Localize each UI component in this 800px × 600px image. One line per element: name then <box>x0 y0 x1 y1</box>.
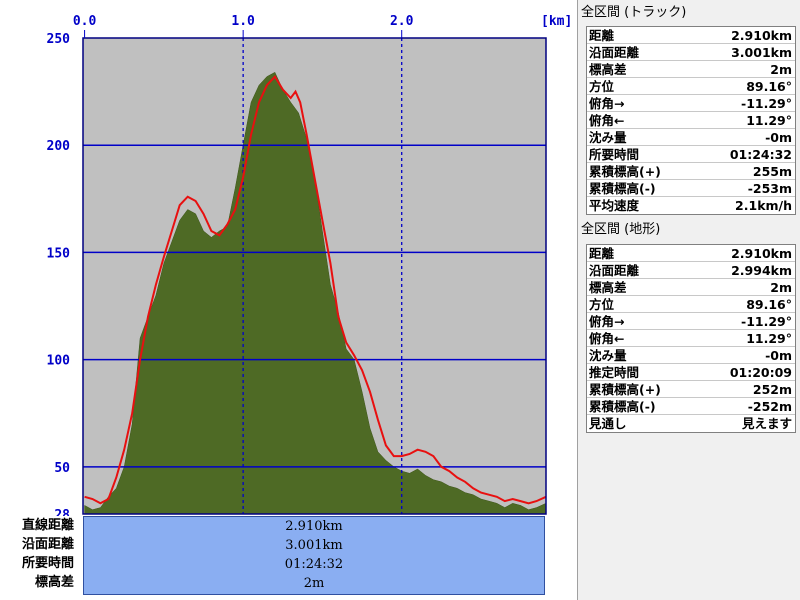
y-tick-label: 250 <box>47 32 71 47</box>
y-axis-ticks: 250 200 150 100 50 28 <box>47 32 71 516</box>
elevation-profile-chart: 250 200 150 100 50 28 0.0 1.0 2.0 [km] <box>46 14 573 516</box>
track-row-cumulative-loss: 累積標高(-) -253m <box>587 180 795 197</box>
track-row-elevation-diff: 標高差 2m <box>587 61 795 78</box>
y-tick-label: 150 <box>47 246 71 261</box>
track-row-distance: 距離 2.910km <box>587 27 795 44</box>
track-panel-title: 全区間 (トラック) <box>581 4 687 22</box>
track-stats-table: 距離 2.910km 沿面距離 3.001km 標高差 2m 方位 89.16° 俯角→… <box>586 26 796 215</box>
track-line <box>84 74 547 505</box>
terrain-row-line-of-sight: 見通し 見えます <box>589 416 792 431</box>
summary-value-surface-distance: 3.001km <box>285 538 343 553</box>
summary-label-elevation-diff: 標高差 <box>34 575 74 590</box>
summary-label-elapsed-time: 所要時間 <box>21 556 74 571</box>
plot-frame <box>82 37 547 515</box>
terrain-stats-table: 距離 2.910km 沿面距離 2.994km 標高差 2m 方位 89.16° 俯角→… <box>586 244 796 433</box>
terrain-row-surface-distance: 沿面距離 2.994km <box>587 262 795 279</box>
summary-value-straight-distance: 2.910km <box>285 519 343 534</box>
y-tick-label: 50 <box>54 461 70 476</box>
summary-box: 2.910km 3.001km 01:24:32 2m <box>83 516 545 595</box>
terrain-row-depression-backward: 俯角← 11.29° <box>587 330 795 347</box>
y-tick-label: 100 <box>47 354 71 369</box>
terrain-row-cumulative-loss: 累積標高(-) -252m <box>587 398 795 415</box>
x-tick-label: 1.0 <box>231 14 255 29</box>
terrain-row-distance: 距離 2.910km <box>587 245 795 262</box>
grid-lines <box>83 38 546 514</box>
x-axis-ticks: 0.0 1.0 2.0 <box>73 14 414 38</box>
y-tick-label: 200 <box>47 139 71 154</box>
x-tick-label: 0.0 <box>73 14 97 29</box>
track-row-sink: 沈み量 -0m <box>587 129 795 146</box>
y-tick-label: 28 <box>54 508 70 516</box>
terrain-row-bearing: 方位 89.16° <box>587 296 795 313</box>
track-row-average-speed: 平均速度 2.1km/h <box>589 198 792 213</box>
x-unit-label: [km] <box>541 14 572 29</box>
track-row-depression-forward: 俯角→ -11.29° <box>587 95 795 112</box>
terrain-row-estimated-time: 推定時間 01:20:09 <box>587 364 795 381</box>
terrain-row-cumulative-gain: 累積標高(+) 252m <box>587 381 795 398</box>
terrain-row-elevation-diff: 標高差 2m <box>587 279 795 296</box>
terrain-row-depression-forward: 俯角→ -11.29° <box>587 313 795 330</box>
summary-labels: 直線距離 沿面距離 所要時間 標高差 <box>0 516 74 592</box>
track-row-elapsed-time: 所要時間 01:24:32 <box>587 146 795 163</box>
track-row-depression-backward: 俯角← 11.29° <box>587 112 795 129</box>
x-tick-label: 2.0 <box>390 14 414 29</box>
terrain-panel-title: 全区間 (地形) <box>581 221 661 239</box>
track-row-bearing: 方位 89.16° <box>587 78 795 95</box>
summary-value-elevation-diff: 2m <box>303 576 325 591</box>
track-row-surface-distance: 沿面距離 3.001km <box>587 44 795 61</box>
terrain-row-sink: 沈み量 -0m <box>587 347 795 364</box>
summary-value-elapsed-time: 01:24:32 <box>284 557 344 572</box>
track-row-cumulative-gain: 累積標高(+) 255m <box>587 163 795 180</box>
info-pane: 全区間 (トラック) 距離 2.910km 沿面距離 3.001km 標高差 2m 方… <box>577 0 800 600</box>
summary-label-straight-distance: 直線距離 <box>21 518 74 533</box>
summary-label-surface-distance: 沿面距離 <box>21 537 74 552</box>
